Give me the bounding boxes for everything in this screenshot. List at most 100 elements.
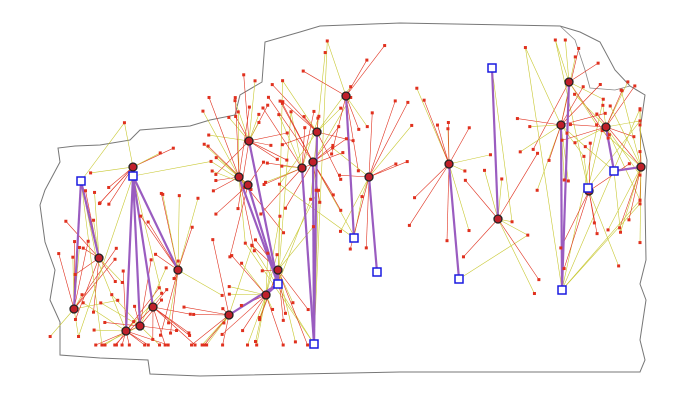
small-node (193, 343, 197, 347)
small-node (406, 100, 410, 104)
small-node (306, 343, 310, 347)
site-node (564, 77, 574, 87)
small-node (86, 239, 90, 243)
small-node (461, 255, 465, 259)
edge (605, 85, 636, 128)
small-node (146, 220, 150, 224)
small-node (158, 151, 162, 155)
edge (213, 176, 240, 192)
small-node (595, 123, 599, 127)
hub-node (557, 285, 567, 295)
small-node (617, 264, 621, 268)
edge (301, 152, 343, 169)
small-node (48, 335, 52, 339)
edge (345, 95, 359, 171)
small-node (114, 246, 118, 250)
edge (152, 306, 166, 346)
edge (251, 245, 315, 345)
edge (368, 163, 396, 178)
edge (484, 170, 499, 220)
edge (139, 299, 162, 327)
edge (574, 94, 607, 128)
small-node (565, 131, 569, 135)
small-node (259, 212, 263, 216)
small-node (285, 158, 289, 162)
edge (162, 194, 179, 271)
edge (301, 116, 320, 169)
small-node (301, 69, 305, 73)
small-node (211, 238, 215, 242)
small-node (175, 329, 179, 333)
edge (265, 254, 278, 296)
small-node (264, 180, 268, 184)
nodes (48, 38, 646, 349)
edge (101, 325, 141, 346)
site-node (601, 122, 611, 132)
edge (125, 293, 162, 332)
small-node (158, 343, 162, 347)
edge (588, 190, 595, 223)
edge (277, 111, 292, 285)
edge (448, 127, 470, 165)
small-node (166, 343, 170, 347)
site-node (148, 302, 158, 312)
small-node (316, 116, 320, 120)
edge (65, 221, 100, 259)
small-node (581, 85, 585, 89)
small-node (84, 189, 88, 193)
edge (238, 176, 255, 251)
edge (256, 294, 267, 346)
small-node (250, 243, 254, 247)
small-node (254, 340, 258, 344)
small-node (214, 156, 218, 160)
small-node (116, 298, 120, 302)
edge (98, 257, 123, 283)
edge (525, 47, 563, 291)
edge (132, 175, 162, 294)
small-node (89, 171, 93, 175)
edge (139, 259, 152, 327)
edge (237, 111, 240, 178)
edge (619, 166, 642, 228)
edge (98, 257, 116, 282)
small-node (344, 137, 348, 141)
small-node (338, 229, 342, 233)
small-node (627, 162, 631, 166)
small-node (270, 83, 274, 87)
small-node (532, 292, 536, 296)
small-node (154, 252, 158, 256)
small-node (568, 123, 572, 127)
edge (139, 325, 177, 331)
edge (312, 97, 351, 163)
site-node (261, 290, 271, 300)
edge (212, 239, 230, 316)
small-node (339, 177, 343, 181)
small-node (289, 110, 293, 114)
edge (277, 80, 283, 285)
small-node (607, 133, 611, 137)
edge (238, 176, 246, 244)
small-node (573, 55, 577, 59)
hub-link (124, 175, 135, 332)
edge (268, 97, 314, 163)
edge (560, 124, 585, 157)
edge (285, 161, 314, 209)
edge (570, 124, 607, 128)
edge (282, 80, 318, 133)
small-node (266, 95, 270, 99)
edge (639, 108, 642, 168)
small-node (64, 219, 68, 223)
edge (222, 314, 230, 346)
small-node (146, 343, 150, 347)
small-node (582, 154, 586, 158)
small-node (258, 316, 262, 320)
small-node (281, 79, 285, 83)
hub-node (487, 63, 497, 73)
small-node (202, 343, 206, 347)
small-node (113, 343, 117, 347)
edge (491, 67, 513, 222)
edge (561, 126, 607, 141)
small-node (638, 107, 642, 111)
small-node (261, 106, 265, 110)
small-node (139, 214, 143, 218)
